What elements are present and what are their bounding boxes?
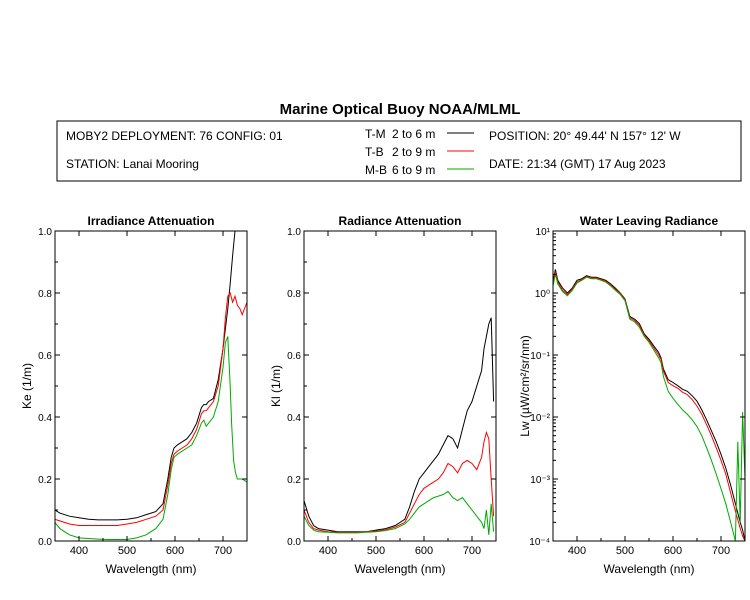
legend-code-tm: T-M <box>365 127 386 141</box>
x-tick-label: 400 <box>70 545 88 557</box>
y-axis-label: Lw (µW/cm²/sr/nm) <box>518 335 532 437</box>
chart-title: Radiance Attenuation <box>339 214 462 228</box>
deployment-label: MOBY2 DEPLOYMENT: 76 CONFIG: 01 <box>66 129 283 143</box>
y-tick-label: 10⁻³ <box>530 475 550 486</box>
station-label: STATION: Lanai Mooring <box>66 157 199 171</box>
y-axis-label: Ke (1/m) <box>20 363 34 409</box>
y-tick-label: 10⁻² <box>530 413 550 424</box>
y-tick-label: 10⁻¹ <box>530 351 550 362</box>
y-tick-label: 0.0 <box>287 537 301 548</box>
legend-range-mb: 6 to 9 m <box>392 163 435 177</box>
y-tick-label: 0.6 <box>38 351 52 362</box>
series-line-m-b <box>304 490 495 535</box>
y-tick-label: 0.8 <box>287 289 301 300</box>
y-tick-label: 10¹ <box>536 227 551 238</box>
plot-frame <box>552 230 746 542</box>
x-tick-label: 400 <box>319 545 337 557</box>
y-tick-label: 0.2 <box>287 475 301 486</box>
y-tick-label: 0.4 <box>38 413 52 424</box>
y-tick-label: 10⁻⁴ <box>529 537 550 548</box>
series-line-t-m <box>553 269 745 541</box>
x-axis-label: Wavelength (nm) <box>355 562 446 576</box>
y-tick-label: 0.8 <box>38 289 52 300</box>
figure-title: Marine Optical Buoy NOAA/MLML <box>280 101 521 118</box>
y-tick-label: 10⁰ <box>535 289 550 300</box>
x-tick-label: 600 <box>664 545 682 557</box>
series-line-t-m <box>304 317 495 533</box>
y-tick-label: 0.4 <box>287 413 301 424</box>
x-axis-label: Wavelength (nm) <box>604 562 695 576</box>
legend-code-tb: T-B <box>365 145 384 159</box>
y-tick-label: 0.6 <box>287 351 301 362</box>
y-tick-label: 1.0 <box>38 227 52 238</box>
position-label: POSITION: 20° 49.44' N 157° 12' W <box>489 129 681 143</box>
x-tick-label: 700 <box>463 545 481 557</box>
x-tick-label: 600 <box>415 545 433 557</box>
chart-2: Radiance Attenuation 400 500 600 700 0.0 0.2 0.… <box>269 214 497 576</box>
y-tick-label: 0.0 <box>38 537 52 548</box>
y-tick-label: 0.2 <box>38 475 52 486</box>
series-line-m-b <box>553 274 745 541</box>
x-tick-label: 500 <box>367 545 385 557</box>
charts-area: Irradiance Attenuation 400 500 600 700 0.0 0.2… <box>20 214 746 576</box>
series-line-t-b <box>304 430 495 533</box>
series-line-t-b <box>553 271 745 541</box>
chart-title: Water Leaving Radiance <box>580 214 719 228</box>
info-box <box>56 120 742 182</box>
x-tick-label: 500 <box>616 545 634 557</box>
x-tick-label: 400 <box>568 545 586 557</box>
x-tick-label: 700 <box>214 545 232 557</box>
x-tick-label: 500 <box>118 545 136 557</box>
series-line-t-b <box>55 291 247 526</box>
plot-frame <box>303 230 497 542</box>
chart-3: Water Leaving Radiance 400 500 600 700 10⁻⁴ 10… <box>518 214 746 576</box>
x-axis-label: Wavelength (nm) <box>106 562 197 576</box>
x-tick-label: 700 <box>712 545 730 557</box>
y-axis-label: Kl (1/m) <box>269 365 283 407</box>
x-tick-label: 600 <box>166 545 184 557</box>
series-line-m-b <box>55 336 247 540</box>
chart-1: Irradiance Attenuation 400 500 600 700 0.0 0.2… <box>20 214 248 576</box>
series-line-t-m <box>55 231 236 521</box>
legend-code-mb: M-B <box>365 163 387 177</box>
chart-title: Irradiance Attenuation <box>88 214 215 228</box>
y-tick-label: 1.0 <box>287 227 301 238</box>
legend: T-M 2 to 6 m T-B 2 to 9 m M-B 6 to 9 m <box>365 127 474 177</box>
date-label: DATE: 21:34 (GMT) 17 Aug 2023 <box>489 157 666 171</box>
legend-range-tb: 2 to 9 m <box>392 145 435 159</box>
legend-range-tm: 2 to 6 m <box>392 127 435 141</box>
